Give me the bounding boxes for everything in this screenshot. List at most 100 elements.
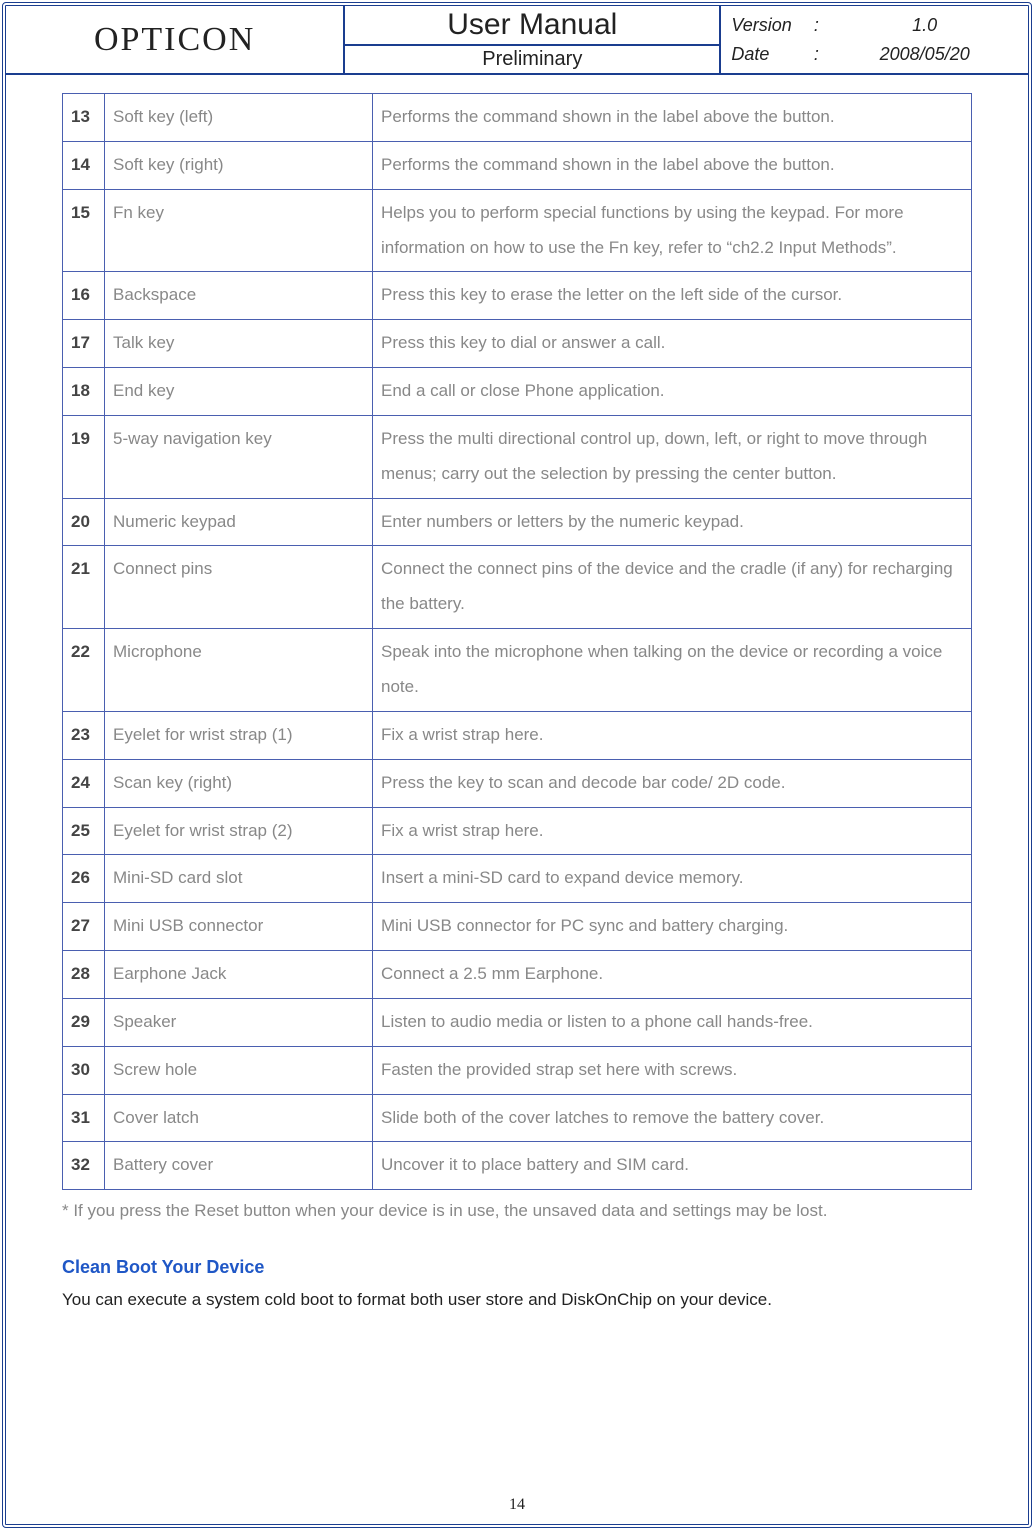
row-name: Screw hole (105, 1046, 373, 1094)
row-description: Listen to audio media or listen to a pho… (373, 998, 972, 1046)
table-row: 16BackspacePress this key to erase the l… (63, 272, 972, 320)
table-row: 17Talk keyPress this key to dial or answ… (63, 320, 972, 368)
row-description: Mini USB connector for PC sync and batte… (373, 903, 972, 951)
row-name: Eyelet for wrist strap (2) (105, 807, 373, 855)
meta-colon: : (809, 11, 823, 40)
row-name: Soft key (left) (105, 94, 373, 142)
row-number: 30 (63, 1046, 105, 1094)
row-description: Press the key to scan and decode bar cod… (373, 759, 972, 807)
row-description: Press the multi directional control up, … (373, 415, 972, 498)
row-description: Performs the command shown in the label … (373, 141, 972, 189)
table-row: 27Mini USB connectorMini USB connector f… (63, 903, 972, 951)
row-description: Enter numbers or letters by the numeric … (373, 498, 972, 546)
spec-table: 13Soft key (left)Performs the command sh… (62, 93, 972, 1190)
row-name: Battery cover (105, 1142, 373, 1190)
row-number: 15 (63, 189, 105, 272)
row-number: 19 (63, 415, 105, 498)
page-content: 13Soft key (left)Performs the command sh… (6, 75, 1028, 1328)
row-description: Helps you to perform special functions b… (373, 189, 972, 272)
meta-colon: : (809, 40, 823, 69)
row-description: Connect the connect pins of the device a… (373, 546, 972, 629)
row-name: Mini USB connector (105, 903, 373, 951)
row-name: Eyelet for wrist strap (1) (105, 711, 373, 759)
table-row: 13Soft key (left)Performs the command sh… (63, 94, 972, 142)
section-body: You can execute a system cold boot to fo… (62, 1284, 972, 1316)
row-name: Soft key (right) (105, 141, 373, 189)
row-name: Fn key (105, 189, 373, 272)
row-description: Press this key to dial or answer a call. (373, 320, 972, 368)
row-number: 21 (63, 546, 105, 629)
row-name: Speaker (105, 998, 373, 1046)
meta-version-label: Version (731, 11, 801, 40)
table-row: 29SpeakerListen to audio media or listen… (63, 998, 972, 1046)
doc-title: User Manual (345, 6, 719, 46)
row-number: 26 (63, 855, 105, 903)
table-row: 32Battery coverUncover it to place batte… (63, 1142, 972, 1190)
row-name: Mini-SD card slot (105, 855, 373, 903)
row-number: 20 (63, 498, 105, 546)
row-name: Cover latch (105, 1094, 373, 1142)
row-description: Slide both of the cover latches to remov… (373, 1094, 972, 1142)
brand-name: OPTICON (6, 6, 343, 73)
row-number: 17 (63, 320, 105, 368)
table-row: 30Screw holeFasten the provided strap se… (63, 1046, 972, 1094)
row-number: 32 (63, 1142, 105, 1190)
doc-header: OPTICON User Manual Preliminary Version … (6, 6, 1028, 75)
row-number: 28 (63, 951, 105, 999)
doc-subtitle: Preliminary (345, 46, 719, 73)
table-row: 31Cover latchSlide both of the cover lat… (63, 1094, 972, 1142)
table-row: 15Fn keyHelps you to perform special fun… (63, 189, 972, 272)
page: OPTICON User Manual Preliminary Version … (2, 2, 1032, 1528)
row-name: Numeric keypad (105, 498, 373, 546)
meta-version-value: 1.0 (831, 11, 1018, 40)
row-number: 31 (63, 1094, 105, 1142)
row-name: Scan key (right) (105, 759, 373, 807)
row-number: 22 (63, 629, 105, 712)
meta-date-label: Date (731, 40, 801, 69)
doc-meta: Version : 1.0 Date : 2008/05/20 (721, 6, 1028, 73)
meta-version-row: Version : 1.0 (731, 11, 1018, 40)
row-description: Fix a wrist strap here. (373, 807, 972, 855)
row-description: Fasten the provided strap set here with … (373, 1046, 972, 1094)
row-name: Earphone Jack (105, 951, 373, 999)
row-name: Connect pins (105, 546, 373, 629)
row-name: End key (105, 368, 373, 416)
row-name: Talk key (105, 320, 373, 368)
table-row: 21Connect pinsConnect the connect pins o… (63, 546, 972, 629)
row-name: Microphone (105, 629, 373, 712)
table-row: 14Soft key (right)Performs the command s… (63, 141, 972, 189)
table-row: 22MicrophoneSpeak into the microphone wh… (63, 629, 972, 712)
row-name: Backspace (105, 272, 373, 320)
meta-date-value: 2008/05/20 (831, 40, 1018, 69)
row-number: 14 (63, 141, 105, 189)
table-row: 195-way navigation keyPress the multi di… (63, 415, 972, 498)
row-number: 16 (63, 272, 105, 320)
table-row: 20Numeric keypadEnter numbers or letters… (63, 498, 972, 546)
row-number: 25 (63, 807, 105, 855)
page-number: 14 (6, 1496, 1028, 1514)
table-row: 28Earphone JackConnect a 2.5 mm Earphone… (63, 951, 972, 999)
row-description: Speak into the microphone when talking o… (373, 629, 972, 712)
table-row: 25Eyelet for wrist strap (2)Fix a wrist … (63, 807, 972, 855)
table-row: 23Eyelet for wrist strap (1)Fix a wrist … (63, 711, 972, 759)
footnote-text: * If you press the Reset button when you… (62, 1194, 972, 1229)
row-number: 27 (63, 903, 105, 951)
doc-title-block: User Manual Preliminary (343, 6, 721, 73)
row-number: 23 (63, 711, 105, 759)
row-description: Uncover it to place battery and SIM card… (373, 1142, 972, 1190)
table-row: 24Scan key (right)Press the key to scan … (63, 759, 972, 807)
row-description: End a call or close Phone application. (373, 368, 972, 416)
row-number: 13 (63, 94, 105, 142)
row-number: 18 (63, 368, 105, 416)
row-description: Performs the command shown in the label … (373, 94, 972, 142)
row-name: 5-way navigation key (105, 415, 373, 498)
table-row: 26Mini-SD card slotInsert a mini-SD card… (63, 855, 972, 903)
row-number: 29 (63, 998, 105, 1046)
row-number: 24 (63, 759, 105, 807)
section-title: Clean Boot Your Device (62, 1257, 972, 1278)
meta-date-row: Date : 2008/05/20 (731, 40, 1018, 69)
row-description: Press this key to erase the letter on th… (373, 272, 972, 320)
row-description: Insert a mini-SD card to expand device m… (373, 855, 972, 903)
row-description: Connect a 2.5 mm Earphone. (373, 951, 972, 999)
row-description: Fix a wrist strap here. (373, 711, 972, 759)
